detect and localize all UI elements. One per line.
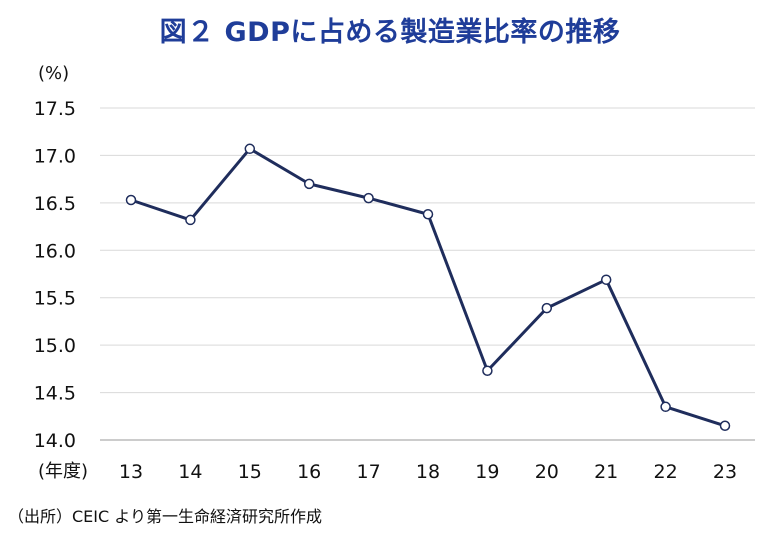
x-tick-label: 13 [119,461,143,483]
data-point-13 [125,194,137,206]
y-tick-label: 16.0 [34,240,76,262]
x-tick-label: 20 [535,461,559,483]
data-point-20 [541,302,553,314]
y-tick-label: 17.5 [34,98,76,120]
chart-title: 図２ GDPに占める製造業比率の推移 [159,17,621,48]
x-tick-label: 23 [713,461,737,483]
data-point-18 [422,208,434,220]
x-tick-label: 22 [654,461,678,483]
y-axis-unit-label: (%) [38,63,69,84]
x-tick-label: 18 [416,461,440,483]
data-point-21 [600,274,612,285]
data-point-15 [244,143,256,155]
x-tick-label: 19 [475,461,499,483]
data-point-16 [303,178,315,190]
grid-lines [100,107,755,441]
y-tick-labels: 14.0 14.5 15.0 15.5 16.0 16.5 17.0 17.5 [34,98,76,452]
x-axis-label: (年度) [38,461,88,482]
y-tick-label: 17.0 [34,145,76,167]
y-tick-label: 14.5 [34,383,76,405]
x-tick-label: 17 [357,461,381,483]
x-tick-label: 15 [238,461,262,483]
x-tick-label: 16 [297,461,321,483]
x-tick-label: 21 [594,461,618,483]
y-tick-label: 14.0 [34,430,76,452]
series-line [130,147,726,428]
y-tick-label: 15.0 [34,335,76,357]
data-point-23 [719,420,731,432]
data-point-17 [363,192,374,204]
y-tick-label: 15.5 [34,288,76,310]
data-point-14 [185,214,196,226]
x-tick-label: 14 [178,461,202,483]
data-point-22 [660,401,671,413]
y-tick-label: 16.5 [34,193,76,215]
data-point-19 [482,365,493,377]
source-note: （出所）CEIC より第一生命経済研究所作成 [8,507,322,526]
data-points [125,143,731,432]
x-tick-labels: 13 14 15 16 17 18 19 20 21 22 23 [119,461,737,483]
